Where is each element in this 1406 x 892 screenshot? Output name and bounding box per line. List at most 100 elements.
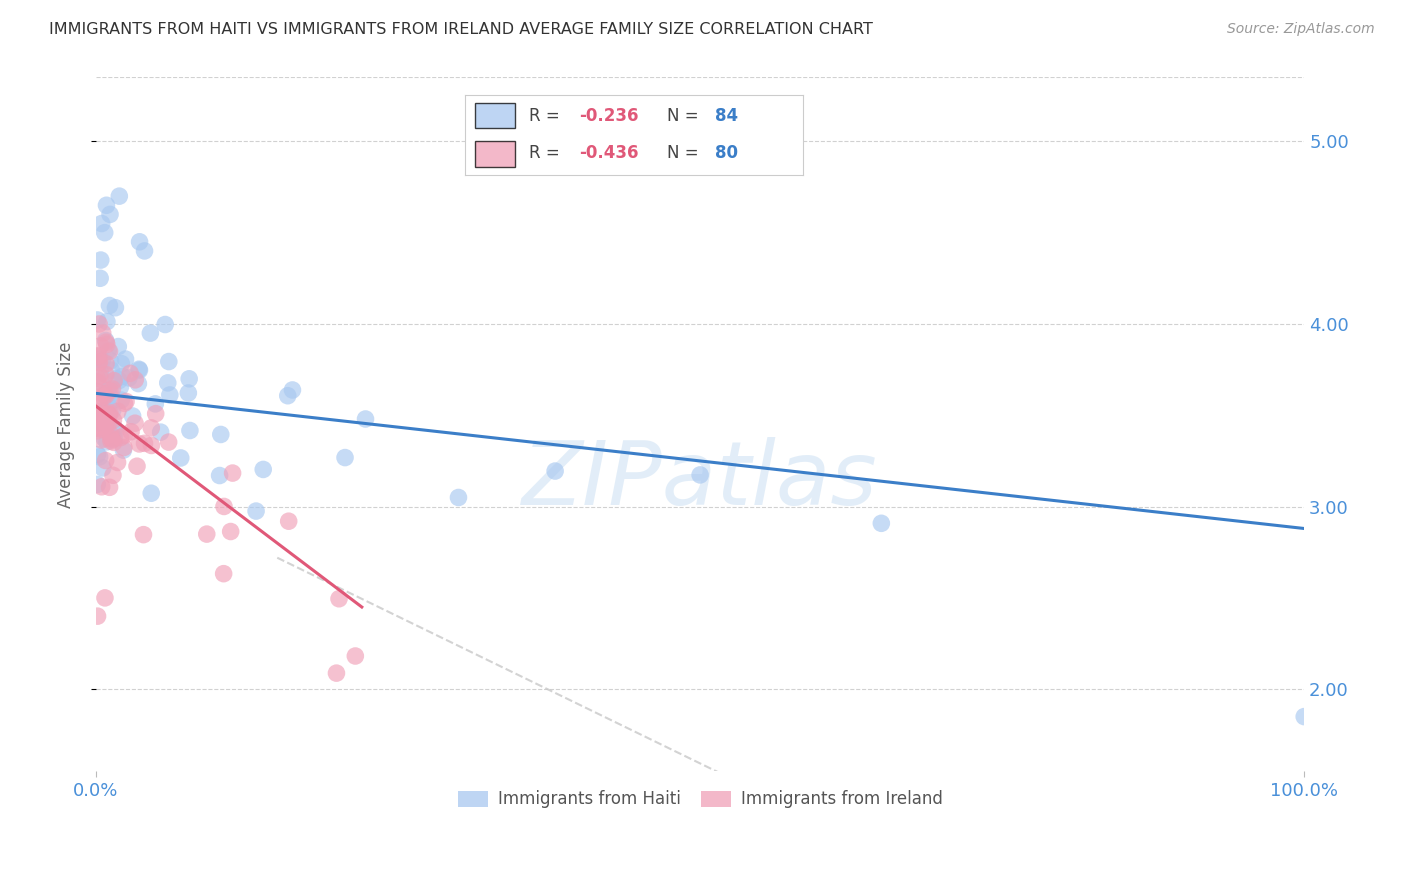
Point [134, 244, 156, 258]
Point [195, 527, 218, 541]
Point [100, 431, 122, 445]
Point [127, 376, 149, 391]
Point [544, 464, 567, 478]
Point [87, 399, 110, 413]
Point [96, 391, 118, 405]
Point [98, 406, 121, 420]
Point [103, 421, 125, 435]
Point [100, 363, 122, 377]
Point [107, 404, 129, 418]
Point [87, 355, 110, 369]
Point [112, 428, 135, 442]
Point [281, 383, 304, 397]
Text: IMMIGRANTS FROM HAITI VS IMMIGRANTS FROM IRELAND AVERAGE FAMILY SIZE CORRELATION: IMMIGRANTS FROM HAITI VS IMMIGRANTS FROM… [49, 22, 873, 37]
Point [87, 352, 110, 367]
Point [105, 423, 128, 437]
Point [86, 609, 108, 624]
Point [177, 386, 200, 401]
Point [870, 516, 893, 531]
Point [89, 394, 111, 409]
Point [128, 362, 150, 376]
Point [143, 397, 166, 411]
Point [90, 480, 112, 494]
Point [94, 334, 117, 348]
Point [103, 374, 125, 388]
Point [91, 409, 114, 423]
Point [277, 514, 299, 528]
Point [110, 431, 132, 445]
Y-axis label: Average Family Size: Average Family Size [58, 342, 75, 508]
Point [98, 298, 121, 312]
Point [97, 343, 120, 358]
Point [354, 412, 377, 426]
Point [115, 394, 138, 409]
Point [90, 416, 112, 430]
Point [90, 339, 112, 353]
Point [110, 392, 132, 407]
Point [100, 353, 122, 368]
Point [105, 372, 128, 386]
Point [689, 467, 711, 482]
Point [94, 386, 117, 401]
Point [139, 326, 162, 340]
Point [94, 389, 117, 403]
Point [103, 413, 125, 427]
Point [91, 412, 114, 426]
Legend: Immigrants from Haiti, Immigrants from Ireland: Immigrants from Haiti, Immigrants from I… [451, 784, 949, 815]
Point [89, 450, 111, 464]
Point [101, 468, 124, 483]
Text: ZIPatlas: ZIPatlas [522, 437, 877, 523]
Point [87, 350, 110, 364]
Point [93, 432, 115, 446]
Point [97, 399, 120, 413]
Point [128, 235, 150, 249]
Point [94, 408, 117, 422]
Point [107, 340, 129, 354]
Point [208, 468, 231, 483]
Point [93, 410, 115, 425]
Point [112, 441, 135, 455]
Point [86, 421, 108, 435]
Point [90, 217, 112, 231]
Text: Source: ZipAtlas.com: Source: ZipAtlas.com [1227, 22, 1375, 37]
Point [107, 455, 129, 469]
Point [141, 486, 163, 500]
Point [252, 462, 274, 476]
Point [179, 372, 201, 386]
Point [111, 369, 134, 384]
Point [110, 380, 132, 394]
Point [86, 375, 108, 389]
Point [93, 405, 115, 419]
Point [104, 301, 127, 315]
Point [141, 421, 163, 435]
Point [90, 433, 112, 447]
Point [96, 315, 118, 329]
Point [132, 527, 155, 541]
Point [103, 435, 125, 450]
Point [157, 435, 180, 450]
Point [328, 591, 350, 606]
Point [209, 427, 232, 442]
Point [97, 382, 120, 396]
Point [86, 477, 108, 491]
Point [98, 408, 121, 422]
Point [145, 407, 167, 421]
Point [86, 424, 108, 438]
Point [86, 349, 108, 363]
Point [89, 355, 111, 369]
Point [93, 226, 115, 240]
Point [91, 353, 114, 368]
Point [212, 500, 235, 514]
Point [93, 379, 115, 393]
Point [325, 666, 347, 681]
Point [89, 410, 111, 425]
Point [91, 326, 114, 340]
Point [108, 374, 131, 388]
Point [86, 371, 108, 385]
Point [86, 313, 108, 327]
Point [277, 389, 299, 403]
Point [112, 443, 135, 458]
Point [90, 422, 112, 436]
Point [89, 369, 111, 384]
Point [98, 480, 121, 494]
